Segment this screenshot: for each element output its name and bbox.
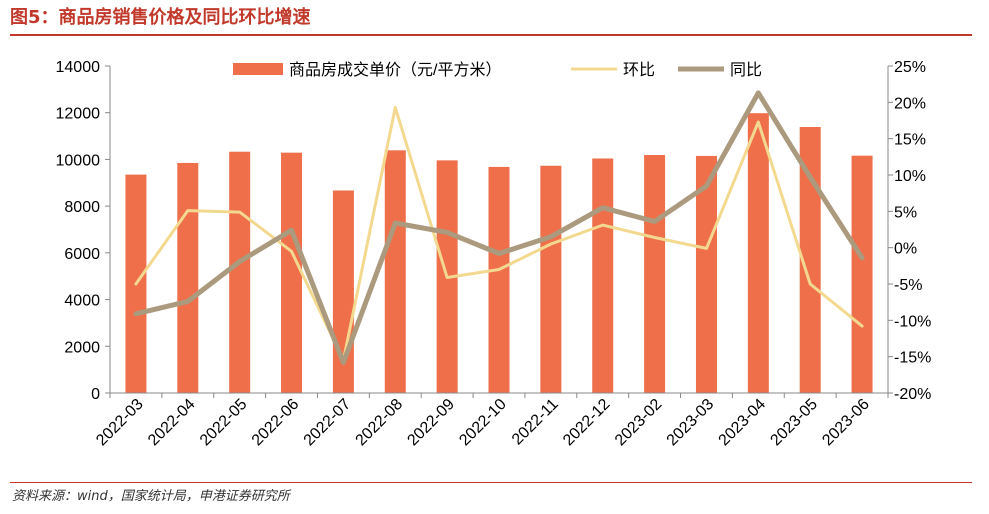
bar-2022-05 <box>229 151 251 393</box>
bar-2023-05 <box>799 126 821 393</box>
x-tick-label: 2022-05 <box>197 396 251 450</box>
legend-bar-label: 商品房成交单价（元/平方米） <box>289 61 501 79</box>
legend-mom-label: 环比 <box>623 61 655 79</box>
x-tick-label: 2023-04 <box>716 396 770 450</box>
bar-2022-12 <box>592 158 614 393</box>
y-right-tick-label: 20% <box>894 95 926 112</box>
bar-2023-04 <box>747 113 769 393</box>
bar-2022-04 <box>177 162 199 393</box>
x-tick-label: 2022-07 <box>301 396 355 450</box>
x-tick-label: 2023-06 <box>819 396 873 450</box>
y-left-tick-label: 0 <box>91 386 100 403</box>
y-left-tick-label: 12000 <box>56 106 101 123</box>
x-tick-label: 2022-10 <box>456 396 510 450</box>
y-right-tick-label: 25% <box>894 59 926 76</box>
y-right-tick-label: -5% <box>894 277 922 294</box>
y-left-tick-label: 10000 <box>56 152 101 169</box>
legend: 商品房成交单价（元/平方米） 环比 同比 <box>233 61 762 79</box>
x-tick-label: 2022-09 <box>404 396 458 450</box>
bar-2022-06 <box>281 152 303 393</box>
y-left-tick-label: 8000 <box>64 199 100 216</box>
bar-2022-08 <box>384 150 406 393</box>
source-note: 资料来源：wind，国家统计局，申港证券研究所 <box>12 489 290 504</box>
x-tick-label: 2022-04 <box>145 396 199 450</box>
bar-2022-11 <box>540 165 562 393</box>
y-left-tick-label: 6000 <box>64 246 100 263</box>
y-right-tick-label: -15% <box>894 350 931 367</box>
y-left-tick-label: 4000 <box>64 293 100 310</box>
bar-2023-06 <box>851 155 873 393</box>
x-tick-label: 2023-02 <box>612 396 666 450</box>
x-tick-label: 2022-12 <box>560 396 614 450</box>
y-left-tick-label: 14000 <box>56 59 101 76</box>
y-right-tick-label: -10% <box>894 313 931 330</box>
line-series <box>133 90 865 365</box>
legend-bar-swatch <box>233 63 283 75</box>
y-right-tick-label: 15% <box>894 132 926 149</box>
bar-series <box>125 113 873 393</box>
y-right-tick-label: 0% <box>894 241 917 258</box>
y-left-tick-label: 2000 <box>64 339 100 356</box>
legend-yoy-label: 同比 <box>730 61 762 79</box>
x-tick-label: 2022-06 <box>249 396 303 450</box>
footer-divider <box>10 482 972 483</box>
x-tick-label: 2022-08 <box>353 396 407 450</box>
y-right-tick-label: 5% <box>894 204 917 221</box>
combo-chart: 0 2000 4000 6000 8000 10000 12000 14000 -20% -15%… <box>56 59 932 450</box>
chart-title: 图5：商品房销售价格及同比环比增速 <box>10 7 311 28</box>
bar-2023-02 <box>644 154 666 393</box>
bar-2022-10 <box>488 166 510 393</box>
y-right-tick-label: 10% <box>894 168 926 185</box>
x-tick-label: 2022-11 <box>509 396 562 449</box>
bar-2023-03 <box>695 155 717 393</box>
x-tick-label: 2023-05 <box>767 396 821 450</box>
x-tick-label: 2022-03 <box>93 396 147 450</box>
y-right-tick-label: -20% <box>894 386 931 403</box>
x-tick-label: 2023-03 <box>664 396 718 450</box>
title-divider <box>10 34 972 36</box>
